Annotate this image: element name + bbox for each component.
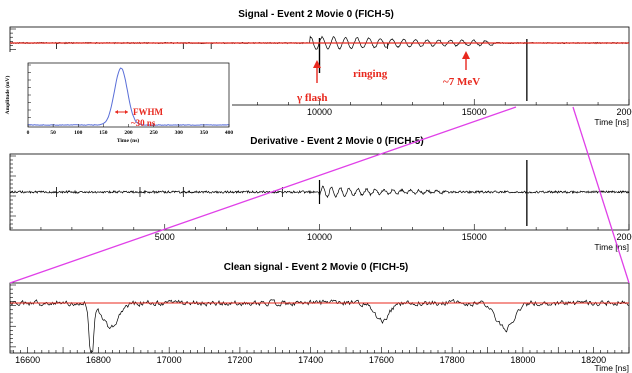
zoom-line-left — [9, 106, 517, 284]
x-tick-label: 16600 — [15, 355, 40, 365]
derivative-y-axis — [10, 155, 16, 229]
inset-x-tick-label: 350 — [200, 130, 209, 136]
inset-pulse-curve — [28, 67, 230, 126]
clean-signal-trace — [9, 298, 629, 353]
x-tick-label: 17600 — [369, 355, 394, 365]
fwhm-value: ~30 ns — [131, 118, 156, 128]
x-tick-label: 16800 — [86, 355, 111, 365]
inset-x-tick-label: 50 — [50, 130, 56, 136]
inset-x-label: Time (ns) — [117, 137, 140, 144]
derivative-x-axis: 5000 10000 15000 20000 — [9, 224, 632, 242]
inset-x-tick-label: 200 — [124, 130, 133, 136]
clean-signal-frame — [9, 282, 630, 354]
clean-signal-title: Clean signal - Event 2 Movie 0 (FICH-5) — [224, 262, 408, 273]
derivative-x-label: Time [ns] — [594, 242, 629, 252]
7mev-label: ~7 MeV — [443, 76, 480, 88]
inset-background — [0, 52, 232, 137]
signal-title: Signal - Event 2 Movie 0 (FICH-5) — [238, 9, 394, 20]
signal-panel: Signal - Event 2 Movie 0 (FICH-5) 10000 1… — [9, 9, 632, 127]
x-tick-label: 17000 — [157, 355, 182, 365]
x-tick-label: 18000 — [510, 355, 535, 365]
clean-signal-x-axis: 16600 16800 17000 17200 17400 17600 17800 18000… — [13, 347, 630, 365]
ringing-label: ringing — [353, 68, 388, 80]
derivative-panel: Derivative - Event 2 Movie 0 (FICH-5) 50… — [9, 136, 632, 252]
x-tick-label: 5000 — [155, 232, 175, 242]
derivative-trace — [9, 160, 630, 226]
x-tick-label: 15000 — [462, 107, 487, 117]
x-tick-label: 10000 — [307, 107, 332, 117]
inset-x-tick-label: 150 — [99, 130, 108, 136]
gamma-flash-arrowhead — [313, 60, 321, 68]
signal-x-label: Time [ns] — [594, 117, 629, 127]
x-tick-label: 10000 — [307, 232, 332, 242]
fwhm-left-arrow — [115, 110, 118, 114]
gamma-flash-label: γ flash — [296, 92, 328, 104]
clean-signal-y-axis — [10, 284, 16, 352]
inset-x-tick-label: 300 — [175, 130, 184, 136]
x-tick-label: 20000 — [616, 107, 632, 117]
inset-pulse-plot: Amplitude (mV) 0 50 100 150 200 250 300 350 400 … — [0, 52, 233, 144]
inset-x-tick-label: 0 — [27, 130, 30, 136]
clean-signal-x-label: Time [ns] — [594, 363, 629, 373]
7mev-annotation: ~7 MeV — [443, 51, 480, 88]
x-tick-label: 17400 — [298, 355, 323, 365]
fwhm-right-arrow — [125, 110, 128, 114]
clean-signal-waveform — [9, 298, 629, 353]
x-tick-label: 20000 — [616, 232, 632, 242]
inset-x-tick-label: 100 — [74, 130, 83, 136]
gamma-flash-annotation: γ flash — [296, 60, 328, 104]
clean-signal-panel: Clean signal - Event 2 Movie 0 (FICH-5) … — [9, 262, 630, 373]
x-tick-label: 18200 — [581, 355, 606, 365]
x-tick-label: 15000 — [462, 232, 487, 242]
derivative-title: Derivative - Event 2 Movie 0 (FICH-5) — [250, 136, 423, 147]
zoom-line-right — [572, 106, 630, 284]
inset-x-tick-label: 250 — [150, 130, 159, 136]
x-tick-label: 17200 — [227, 355, 252, 365]
inset-x-axis: 0 50 100 150 200 250 300 350 400 — [27, 124, 234, 136]
inset-y-label: Amplitude (mV) — [4, 76, 11, 115]
inset-x-tick-label: 400 — [225, 130, 234, 136]
fwhm-label: FWHM — [133, 107, 163, 117]
7mev-arrowhead — [462, 51, 470, 59]
x-tick-label: 17800 — [440, 355, 465, 365]
